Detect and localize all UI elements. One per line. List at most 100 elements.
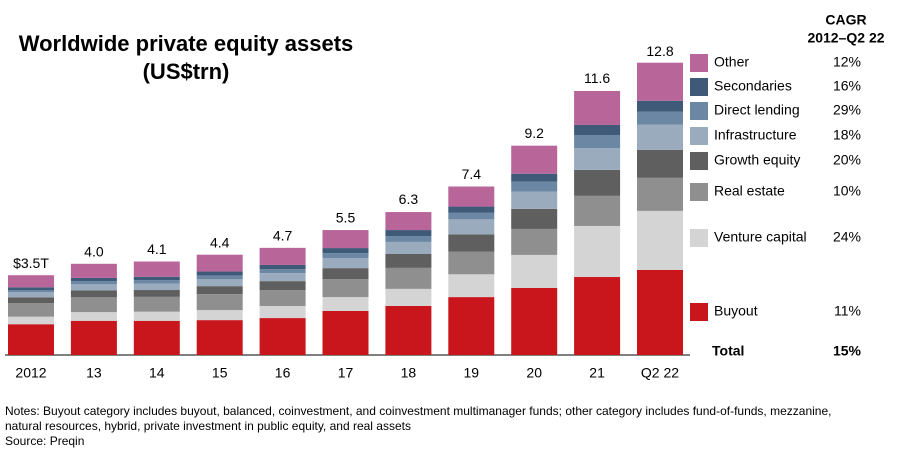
bar-segment [196, 286, 243, 295]
legend-swatch [690, 127, 708, 145]
bar-segment [448, 206, 495, 213]
legend-label: Buyout [714, 303, 758, 319]
bar-segment [259, 281, 306, 291]
legend-label: Growth equity [714, 152, 800, 168]
total-label: $3.5T [13, 255, 49, 271]
x-tick-label: 14 [149, 365, 165, 381]
bar-segment [448, 274, 495, 298]
bar-segment [322, 279, 369, 298]
bar-segment [133, 320, 180, 355]
bar-segment [8, 275, 54, 288]
bar-segment [133, 311, 180, 321]
legend-label: Direct lending [714, 102, 800, 118]
x-tick-label: 16 [275, 365, 291, 381]
bar-segment [8, 290, 54, 293]
legend-swatch [690, 152, 708, 170]
legend-swatch [690, 78, 708, 96]
bar-segment [574, 277, 621, 355]
bar-segment [637, 269, 683, 355]
legend-label: Infrastructure [714, 127, 797, 143]
x-tick-label: 15 [212, 365, 228, 381]
bar-segment [196, 320, 243, 355]
legend-label: Venture capital [714, 229, 807, 245]
legend-swatch [690, 303, 708, 321]
chart-title: Worldwide private equity assets [19, 31, 354, 56]
total-label: 4.0 [84, 244, 104, 260]
total-label: 11.6 [584, 70, 610, 86]
bar-segment [8, 287, 54, 291]
total-label: 7.4 [462, 166, 482, 182]
bar-segment [259, 318, 306, 355]
bar-segment [511, 254, 558, 288]
bar-segment [8, 297, 54, 304]
x-tick-label: 13 [86, 365, 102, 381]
bar-segment [259, 273, 306, 282]
bar-segment [322, 253, 369, 259]
bar-segment [637, 177, 683, 211]
total-label: 4.1 [147, 241, 167, 257]
bar-segment [259, 247, 306, 265]
legend-cagr: 29% [833, 102, 861, 118]
bar-segment [448, 297, 495, 355]
chart-subtitle: (US$trn) [143, 59, 230, 84]
x-tick-label: 2012 [15, 365, 46, 381]
total-label: 4.7 [273, 228, 293, 244]
bar-segment [133, 283, 180, 291]
bar-segment [448, 219, 495, 235]
bar-segment [385, 267, 432, 289]
bar-segment [8, 292, 54, 298]
note: natural resources, hybrid, private inves… [5, 419, 411, 433]
bar-segment [574, 134, 621, 148]
bar-segment [133, 280, 180, 284]
x-tick-label: 17 [338, 365, 354, 381]
bar-segment [259, 290, 306, 306]
bar-segment [8, 303, 54, 317]
bar-segment [511, 145, 558, 174]
total-label: 6.3 [399, 191, 419, 207]
x-tick-label: 19 [464, 365, 480, 381]
bar-segment [196, 275, 243, 280]
bar-segment [448, 234, 495, 252]
bar-segment [448, 186, 495, 207]
bar-segment [574, 195, 621, 226]
legend-swatch [690, 102, 708, 120]
bar-segment [70, 297, 117, 313]
bar-segment [574, 147, 621, 170]
bar-segment [385, 212, 432, 231]
bar-segment [70, 263, 117, 278]
bar-segment [322, 297, 369, 311]
bar-segment [511, 228, 558, 255]
bar-segment [196, 294, 243, 311]
bar-segment [637, 100, 683, 112]
bar-segment [322, 230, 369, 249]
bar-segment [8, 324, 54, 355]
bar-segment [637, 62, 683, 101]
note: Source: Preqin [5, 434, 84, 448]
legend-cagr: 10% [833, 183, 861, 199]
bar-segment [196, 254, 243, 272]
legend-cagr: 11% [834, 303, 861, 319]
bar-segment [70, 277, 117, 282]
x-tick-label: 18 [401, 365, 417, 381]
bar-segment [259, 269, 306, 274]
bar-segment [511, 191, 558, 209]
legend-cagr: 20% [833, 152, 861, 168]
bar-segment [637, 149, 683, 178]
legend-cagr: 12% [833, 54, 861, 70]
bar-segment [196, 271, 243, 276]
legend-swatch [690, 229, 708, 247]
bar-segment [385, 288, 432, 306]
bar-segment [637, 124, 683, 150]
bar-segment [511, 208, 558, 229]
bar-segment [511, 181, 558, 192]
legend-label: Real estate [714, 183, 785, 199]
bar-segment [385, 253, 432, 268]
bar-segment [322, 310, 369, 355]
bar-segment [70, 312, 117, 321]
legend-header: 2012–Q2 22 [807, 30, 884, 46]
total-label: 4.4 [210, 234, 230, 250]
bar-segment [385, 235, 432, 242]
legend-label: Other [714, 54, 749, 70]
bar-segment [448, 251, 495, 275]
